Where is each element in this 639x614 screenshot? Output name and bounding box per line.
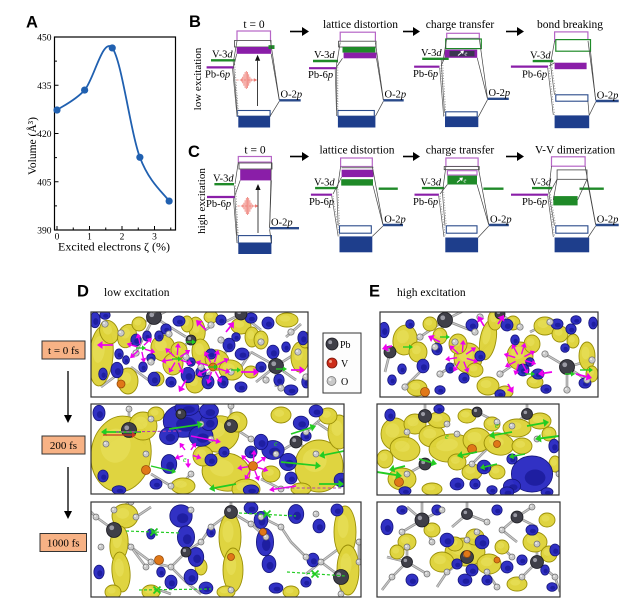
svg-text:V-3d: V-3d bbox=[212, 50, 233, 61]
svg-text:B: B bbox=[189, 13, 201, 31]
svg-text:high excitation: high excitation bbox=[196, 168, 208, 234]
svg-text:Pb-6p: Pb-6p bbox=[206, 199, 231, 210]
svg-text:O-2p: O-2p bbox=[489, 88, 511, 99]
svg-text:D: D bbox=[77, 283, 89, 301]
svg-text:Pb-6p: Pb-6p bbox=[522, 197, 547, 208]
svg-text:Volume (Å³): Volume (Å³) bbox=[25, 117, 39, 175]
svg-text:e: e bbox=[465, 51, 468, 58]
svg-text:low excitation: low excitation bbox=[104, 287, 170, 299]
svg-text:0: 0 bbox=[55, 233, 60, 243]
svg-text:405: 405 bbox=[37, 178, 52, 188]
svg-text:420: 420 bbox=[37, 130, 52, 140]
svg-text:high excitation: high excitation bbox=[397, 287, 466, 299]
svg-text:t = 0 fs: t = 0 fs bbox=[48, 345, 79, 357]
svg-text:3: 3 bbox=[152, 233, 157, 243]
svg-text:390: 390 bbox=[37, 227, 52, 237]
svg-text:435: 435 bbox=[37, 82, 52, 92]
svg-text:A: A bbox=[26, 14, 38, 32]
svg-text:V-3d: V-3d bbox=[314, 50, 335, 61]
svg-text:Pb-6p: Pb-6p bbox=[413, 69, 438, 80]
svg-text:t = 0: t = 0 bbox=[244, 145, 265, 157]
svg-text:200 fs: 200 fs bbox=[50, 440, 77, 452]
svg-text:C: C bbox=[188, 143, 200, 161]
svg-text:charge transfer: charge transfer bbox=[426, 145, 495, 157]
svg-text:Pb-6p: Pb-6p bbox=[308, 70, 333, 81]
svg-text:e: e bbox=[464, 178, 467, 185]
svg-text:Pb: Pb bbox=[340, 340, 351, 351]
svg-text:lattice distortion: lattice distortion bbox=[319, 145, 394, 157]
svg-text:V-3d: V-3d bbox=[314, 177, 335, 188]
svg-text:t = 0: t = 0 bbox=[243, 19, 264, 31]
svg-text:e: e bbox=[274, 439, 278, 448]
svg-text:V-3d: V-3d bbox=[530, 50, 551, 61]
svg-text:O-2p: O-2p bbox=[597, 90, 619, 101]
svg-text:O-2p: O-2p bbox=[490, 214, 512, 225]
svg-text:Pb-6p: Pb-6p bbox=[309, 197, 334, 208]
svg-text:charge transfer: charge transfer bbox=[426, 19, 495, 31]
svg-text:O: O bbox=[341, 377, 348, 388]
svg-text:low excitation: low excitation bbox=[192, 47, 204, 110]
svg-text:bond breaking: bond breaking bbox=[537, 19, 603, 31]
svg-text:e: e bbox=[495, 420, 499, 430]
svg-text:O-2p: O-2p bbox=[271, 217, 293, 228]
svg-text:Pb-6p: Pb-6p bbox=[522, 69, 547, 80]
svg-text:450: 450 bbox=[37, 34, 52, 44]
svg-text:lattice distortion: lattice distortion bbox=[323, 19, 398, 31]
svg-text:V-3d: V-3d bbox=[421, 177, 442, 188]
svg-text:e: e bbox=[445, 431, 449, 441]
svg-text:V-3d: V-3d bbox=[421, 48, 442, 59]
svg-text:V-3d: V-3d bbox=[531, 177, 552, 188]
svg-text:Pb-6p: Pb-6p bbox=[413, 197, 438, 208]
svg-text:2: 2 bbox=[120, 233, 125, 243]
svg-text:V: V bbox=[341, 359, 349, 370]
svg-text:1000 fs: 1000 fs bbox=[47, 538, 80, 550]
svg-text:V-V dimerization: V-V dimerization bbox=[535, 145, 615, 157]
svg-text:V-3d: V-3d bbox=[213, 173, 234, 184]
svg-text:O-2p: O-2p bbox=[385, 90, 407, 101]
svg-text:O-2p: O-2p bbox=[597, 214, 619, 225]
svg-text:O-2p: O-2p bbox=[281, 90, 303, 101]
svg-text:Excited electrons ζ (%): Excited electrons ζ (%) bbox=[58, 240, 170, 254]
svg-text:1: 1 bbox=[87, 233, 92, 243]
svg-text:e: e bbox=[183, 455, 187, 464]
svg-text:Pb-6p: Pb-6p bbox=[205, 70, 230, 81]
svg-text:O-2p: O-2p bbox=[384, 214, 406, 225]
svg-text:E: E bbox=[369, 283, 380, 301]
